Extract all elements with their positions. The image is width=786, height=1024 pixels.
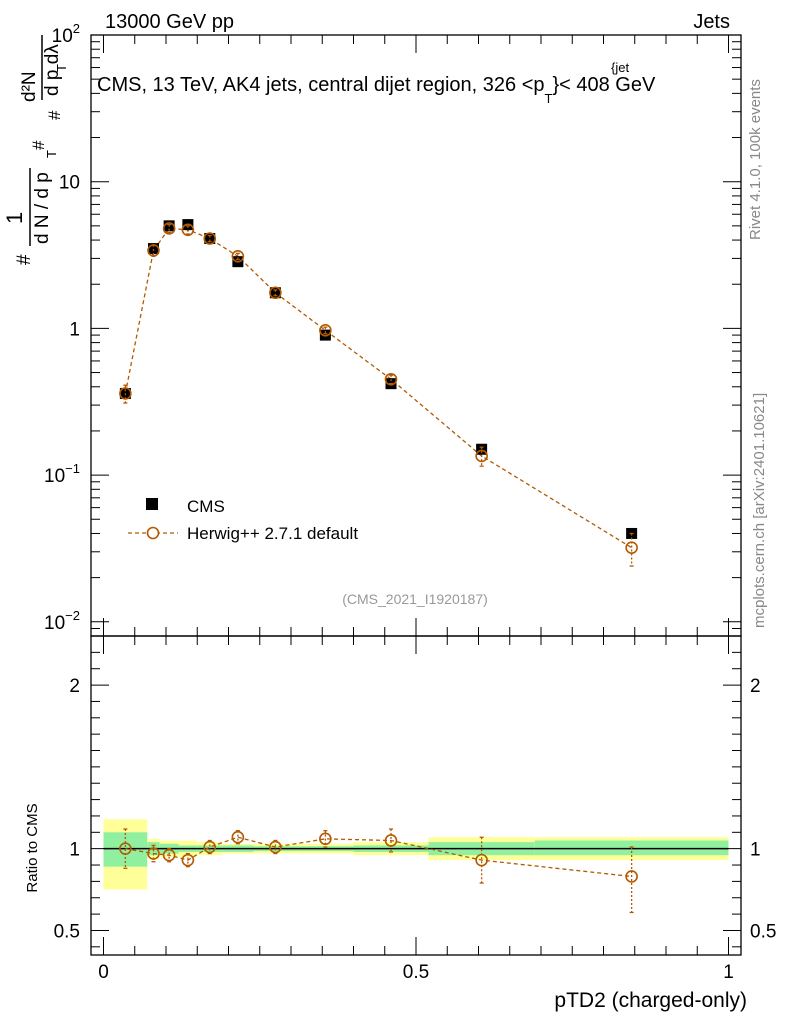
main-y-tick-label: 1 <box>69 319 80 340</box>
analysis-id: (CMS_2021_I1920187) <box>342 591 488 607</box>
ratio-data-point <box>231 830 245 844</box>
category-label: Jets <box>693 11 730 33</box>
cms-data-point <box>269 287 281 299</box>
main-y-axis-label: # 1 d N / d p T # # d²N d p dλ T <box>2 35 69 265</box>
mc-data-point <box>475 449 488 463</box>
cms-data-point <box>204 232 216 244</box>
main-y-tick-label: 10−1 <box>44 461 80 487</box>
main-y-tick-exponent: −2 <box>65 608 80 623</box>
ratio-data-point <box>147 847 160 860</box>
main-y-tick-label: 10−2 <box>44 608 80 634</box>
main-y-tick-mantissa: 1 <box>69 319 80 340</box>
rivet-label: Rivet 4.1.0, 100k events <box>747 79 764 240</box>
main-y-tick-exponent: −1 <box>65 461 80 476</box>
mc-data-point <box>384 372 398 386</box>
ratio-data-point <box>475 853 488 867</box>
ylabel-hash-mid: # <box>29 140 48 150</box>
ratio-y-tick-label: 1 <box>69 840 80 861</box>
x-axis-label: pTD2 (charged-only) <box>554 989 747 1012</box>
ratio-y-tick-label-right: 1 <box>750 840 761 861</box>
x-tick-label: 1 <box>723 962 734 983</box>
main-frame <box>90 34 742 637</box>
ylabel-hash-top: # <box>45 110 64 120</box>
legend-mc-marker <box>146 526 160 540</box>
mc-data-point <box>162 222 176 235</box>
ylabel-d2n: d²N <box>19 71 40 102</box>
main-y-tick-mantissa: 10 <box>44 466 65 487</box>
ratio-y-tick-label: 0.5 <box>54 921 80 942</box>
plot-title-main: CMS, 13 TeV, AK4 jets, central dijet reg… <box>97 74 545 96</box>
ylabel-one: 1 <box>2 212 27 224</box>
plot-title: CMS, 13 TeV, AK4 jets, central dijet reg… <box>97 74 656 106</box>
mc-data-point <box>181 223 195 237</box>
plot-title-sub: T <box>545 91 553 106</box>
energy-label: 13000 GeV pp <box>105 11 234 33</box>
cms-data-point <box>148 243 159 255</box>
ylabel-hash-left: # <box>14 254 35 265</box>
ylabel-dpt-dlambda: d p dλ <box>42 44 63 96</box>
ratio-data-point <box>625 870 638 883</box>
mc-data-point <box>231 250 245 263</box>
site-label: mcplots.cern.ch [arXiv:2401.10621] <box>751 393 768 628</box>
mc-data-point <box>203 232 217 245</box>
ylabel-t-sub-right: T <box>54 64 69 72</box>
ratio-data-point <box>162 848 176 862</box>
main-y-tick-exponent: 2 <box>73 21 80 36</box>
mc-data-point <box>625 541 638 554</box>
ratio-frame <box>90 635 742 956</box>
cms-data-point <box>476 443 488 455</box>
ratio-data-point <box>269 840 282 854</box>
legend: CMS Herwig++ 2.7.1 default <box>128 497 358 543</box>
ratio-data-point <box>119 842 132 855</box>
main-y-tick-mantissa: 10 <box>52 26 73 47</box>
ratio-plot-panel: 0 0.5 1 0.5 0.5 1 1 2 2 <box>54 635 776 983</box>
main-y-tick-label: 10 <box>59 173 80 194</box>
main-plot-panel <box>90 34 742 637</box>
ratio-data-point <box>319 832 332 846</box>
ratio-data-point <box>203 840 217 854</box>
ylabel-t-sub-left: T <box>44 150 59 158</box>
plot-title-sup: {jet <box>611 60 629 75</box>
x-tick-label: 0 <box>98 962 109 983</box>
mc-data-point <box>147 244 160 257</box>
legend-cms-marker <box>146 498 158 510</box>
ratio-data-point <box>181 853 195 867</box>
main-y-tick-mantissa: 10 <box>44 613 65 634</box>
mc-data-point <box>119 387 132 400</box>
x-tick-label: 0.5 <box>403 962 429 983</box>
ratio-mc-line <box>125 836 632 878</box>
plot-title-end: }< 408 GeV <box>552 74 656 96</box>
ratio-y-tick-label: 2 <box>69 676 80 697</box>
main-y-tick-mantissa: 10 <box>59 173 80 194</box>
legend-cms-label: CMS <box>187 497 225 516</box>
legend-mc-label: Herwig++ 2.7.1 default <box>187 524 358 543</box>
ratio-y-axis-label: Ratio to CMS <box>24 803 41 892</box>
ylabel-dn-dpt: d N / d p <box>32 172 53 244</box>
mc-data-point <box>319 324 332 337</box>
ratio-data-point <box>384 834 398 847</box>
ratio-y-tick-label-right: 0.5 <box>750 921 776 942</box>
mc-data-point <box>269 286 282 300</box>
main-y-tick-label: 102 <box>52 21 80 47</box>
ratio-y-tick-label-right: 2 <box>750 676 761 697</box>
